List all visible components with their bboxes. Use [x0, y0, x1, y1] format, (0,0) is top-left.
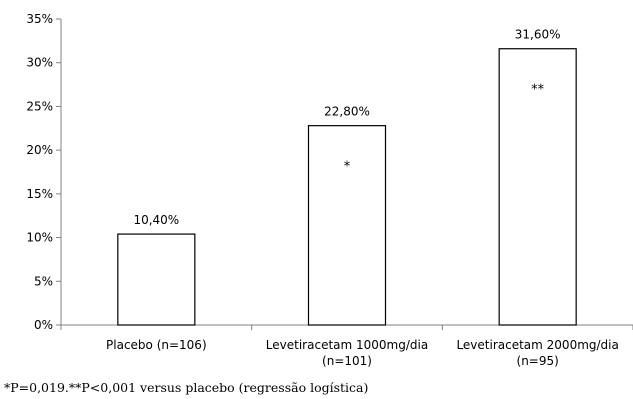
- bars: [117, 48, 577, 326]
- category-label: Levetiracetam 1000mg/dia: [266, 338, 428, 352]
- significance-mark: *: [344, 160, 351, 175]
- category-label: Placebo (n=106): [106, 338, 207, 352]
- x-axis: [60, 324, 633, 330]
- y-tick-label: 35%: [26, 12, 53, 26]
- y-tick-label: 15%: [26, 187, 53, 201]
- bar: [117, 233, 196, 326]
- bar: [307, 125, 387, 326]
- y-tick-label: 0%: [34, 318, 53, 332]
- data-labels: 10,40% 22,80% * 31,60% **: [133, 28, 560, 227]
- category-labels: Placebo (n=106) Levetiracetam 1000mg/dia (…: [106, 338, 619, 368]
- data-label: 10,40%: [133, 213, 179, 227]
- data-label: 31,60%: [515, 28, 561, 42]
- data-label: 22,80%: [324, 105, 370, 119]
- category-label: (n=101): [322, 354, 372, 368]
- y-axis: 0% 5% 10% 15% 20% 25% 30% 35%: [26, 12, 62, 332]
- category-label: Levetiracetam 2000mg/dia: [456, 338, 618, 352]
- significance-mark: **: [531, 83, 545, 98]
- category-label: (n=95): [517, 354, 559, 368]
- bar: [498, 48, 577, 326]
- y-tick-label: 10%: [26, 231, 53, 245]
- y-tick-label: 30%: [26, 56, 53, 70]
- y-tick-label: 5%: [34, 274, 53, 288]
- footnote: *P=0,019.**P<0,001 versus placebo (regre…: [4, 380, 369, 395]
- y-tick-label: 25%: [26, 99, 53, 113]
- y-tick-label: 20%: [26, 143, 53, 157]
- bar-chart: 0% 5% 10% 15% 20% 25% 30% 35% 10,40% 22,80% * 31,6…: [26, 12, 633, 368]
